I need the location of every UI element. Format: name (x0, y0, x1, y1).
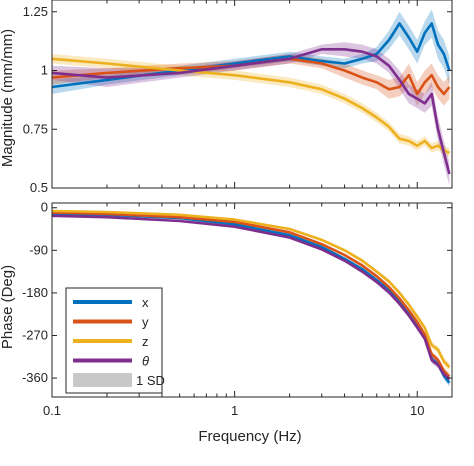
mag-y-tick-label: 1.25 (23, 4, 48, 19)
magnitude-panel: 0.5 0.75 1 1.25 Magnitude (mm/mm) (0, 0, 452, 195)
legend-label: y (142, 315, 149, 330)
ph-y-tick-label: -180 (22, 285, 48, 300)
ph-y-tick-label: -90 (29, 242, 48, 257)
mag-y-tick-label: 1 (41, 63, 48, 78)
mag-y-tick-label: 0.75 (23, 121, 48, 136)
ph-y-tick-label: -360 (22, 370, 48, 385)
legend-label: z (142, 334, 149, 349)
frequency-x-axis-title: Frequency (Hz) (198, 428, 301, 445)
magnitude-y-axis-title: Magnitude (mm/mm) (0, 29, 16, 167)
legend-label: θ (142, 354, 149, 369)
legend-swatch-sd (73, 373, 132, 387)
ph-x-tick-label: 10 (410, 403, 424, 418)
ph-y-tick-label: 0 (41, 200, 48, 215)
magnitude-sd-bands (52, 9, 449, 185)
mag-y-tick-label: 0.5 (30, 180, 48, 195)
ph-y-tick-label: -270 (22, 327, 48, 342)
legend-label: x (142, 295, 149, 310)
phase-y-axis-title: Phase (Deg) (0, 265, 16, 349)
ph-x-tick-label: 1 (231, 403, 238, 418)
legend-label: 1 SD (136, 373, 165, 388)
ph-x-tick-label: 0.1 (43, 403, 61, 418)
